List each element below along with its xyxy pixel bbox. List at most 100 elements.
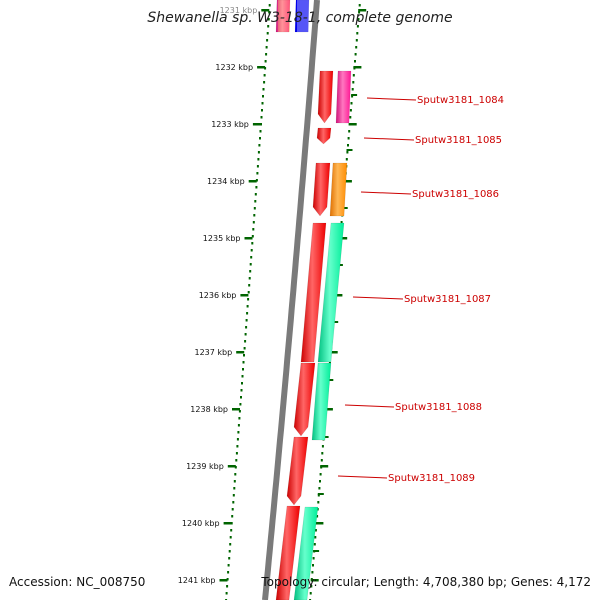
gene-label-leader [337, 475, 388, 479]
scale-dot-right [318, 487, 321, 490]
gene-sputw3181-1088 [293, 362, 316, 437]
scale-label: 1233 kbp [211, 120, 249, 129]
scale-dot-left [247, 291, 250, 294]
scale-dot-left [261, 102, 264, 105]
scale-dot-right [345, 158, 348, 161]
scale-tick-left [236, 351, 245, 354]
scale-label: 1232 kbp [215, 63, 253, 72]
scale-dot-left [229, 536, 232, 539]
scale-dot-left [244, 340, 247, 343]
scale-dot-left [252, 228, 255, 231]
gene-sputw3181-1087 [300, 222, 327, 363]
scale-dot-right [352, 81, 355, 84]
scale-dot-left [259, 130, 262, 133]
scale-dot-left [258, 144, 261, 147]
scale-dot-left [257, 158, 260, 161]
scale-dot-left [257, 151, 260, 154]
scale-dot-right [349, 116, 352, 119]
gene-top-faded-blue [297, 0, 309, 32]
scale-label: 1240 kbp [182, 519, 220, 528]
scale-dot-left [262, 95, 264, 98]
scale-label: 1236 kbp [199, 291, 237, 300]
scale-dot-right [340, 221, 343, 224]
scale-dot-left [226, 585, 229, 588]
scale-dot-left [246, 305, 249, 308]
scale-dot-left [240, 396, 242, 399]
scale-dot-right [313, 543, 316, 546]
gene-label: Sputw3181_1084 [417, 95, 504, 106]
gene-label: Sputw3181_1088 [395, 402, 482, 413]
scale-dot-left [237, 424, 240, 427]
scale-minor-tick [346, 149, 353, 151]
scale-dot-left [241, 375, 244, 378]
scale-label: 1235 kbp [203, 234, 241, 243]
scale-dot-left [233, 480, 236, 483]
scale-dot-right [328, 361, 331, 364]
scale-dot-left [249, 270, 252, 273]
scale-dot-right [351, 95, 354, 98]
scale-dot-left [242, 361, 245, 364]
scale-dot-left [263, 74, 266, 77]
scale-dot-left [256, 165, 259, 168]
scale-dot-left [236, 438, 239, 441]
scale-dot-left [230, 529, 233, 532]
gene-label-leader [366, 97, 417, 101]
scale-dot-right [350, 102, 353, 105]
scale-dot-right [317, 494, 320, 497]
gene-label: Sputw3181_1087 [404, 294, 491, 305]
scale-dot-right [312, 564, 314, 567]
scale-dot-right [351, 88, 354, 91]
scale-dot-left [232, 501, 235, 504]
gene-sputw3181-1084 [317, 70, 334, 124]
scale-minor-tick [317, 493, 324, 495]
scale-dot-right [311, 571, 314, 574]
scale-dot-left [228, 557, 231, 560]
gene-top-faded [278, 0, 290, 32]
scale-dot-left [240, 389, 243, 392]
scale-dot-left [238, 410, 241, 413]
scale-dot-left [231, 508, 234, 511]
scale-dot-right [310, 585, 313, 588]
scale-dot-left [267, 18, 270, 21]
scale-dot-left [237, 431, 240, 434]
scale-dot-left [248, 277, 251, 280]
scale-dot-left [244, 333, 247, 336]
scale-dot-right [357, 18, 360, 21]
scale-dot-left [260, 116, 263, 119]
scale-tick-right [348, 123, 357, 126]
scale-tick-right [329, 351, 338, 354]
gene-1086-orange [329, 162, 348, 217]
gene-label-leader [360, 191, 412, 195]
scale-dot-left [247, 298, 250, 301]
scale-dot-right [309, 592, 312, 595]
scale-dot-right [316, 515, 319, 518]
scale-tick-left [227, 465, 236, 468]
scale-dot-left [253, 207, 256, 210]
gene-1088-green [311, 362, 332, 441]
scale-tick-right [353, 66, 362, 69]
gene-label-leader [344, 404, 395, 408]
scale-dot-left [231, 515, 234, 518]
scale-dot-left [241, 382, 243, 385]
gene-1087-green [317, 222, 345, 363]
scale-label: 1234 kbp [207, 177, 245, 186]
scale-dot-left [268, 4, 271, 7]
scale-dot-left [255, 186, 258, 189]
gene-1084-magenta [335, 70, 352, 124]
scale-label: 1231 kbp [220, 6, 258, 15]
scale-dot-left [228, 550, 231, 553]
scale-dot-left [268, 11, 271, 14]
scale-tick-left [248, 180, 257, 183]
scale-dot-left [230, 522, 233, 525]
scale-dot-left [254, 193, 257, 196]
scale-dot-left [236, 445, 239, 448]
scale-dot-right [319, 480, 321, 483]
topology-text: Topology: circular; Length: 4,708,380 bp… [261, 575, 591, 589]
scale-dot-left [235, 459, 238, 462]
scale-dot-right [347, 137, 350, 140]
scale-minor-tick [351, 94, 358, 96]
scale-tick-right [334, 294, 343, 297]
scale-dot-left [234, 473, 237, 476]
scale-tick-left [261, 9, 270, 12]
